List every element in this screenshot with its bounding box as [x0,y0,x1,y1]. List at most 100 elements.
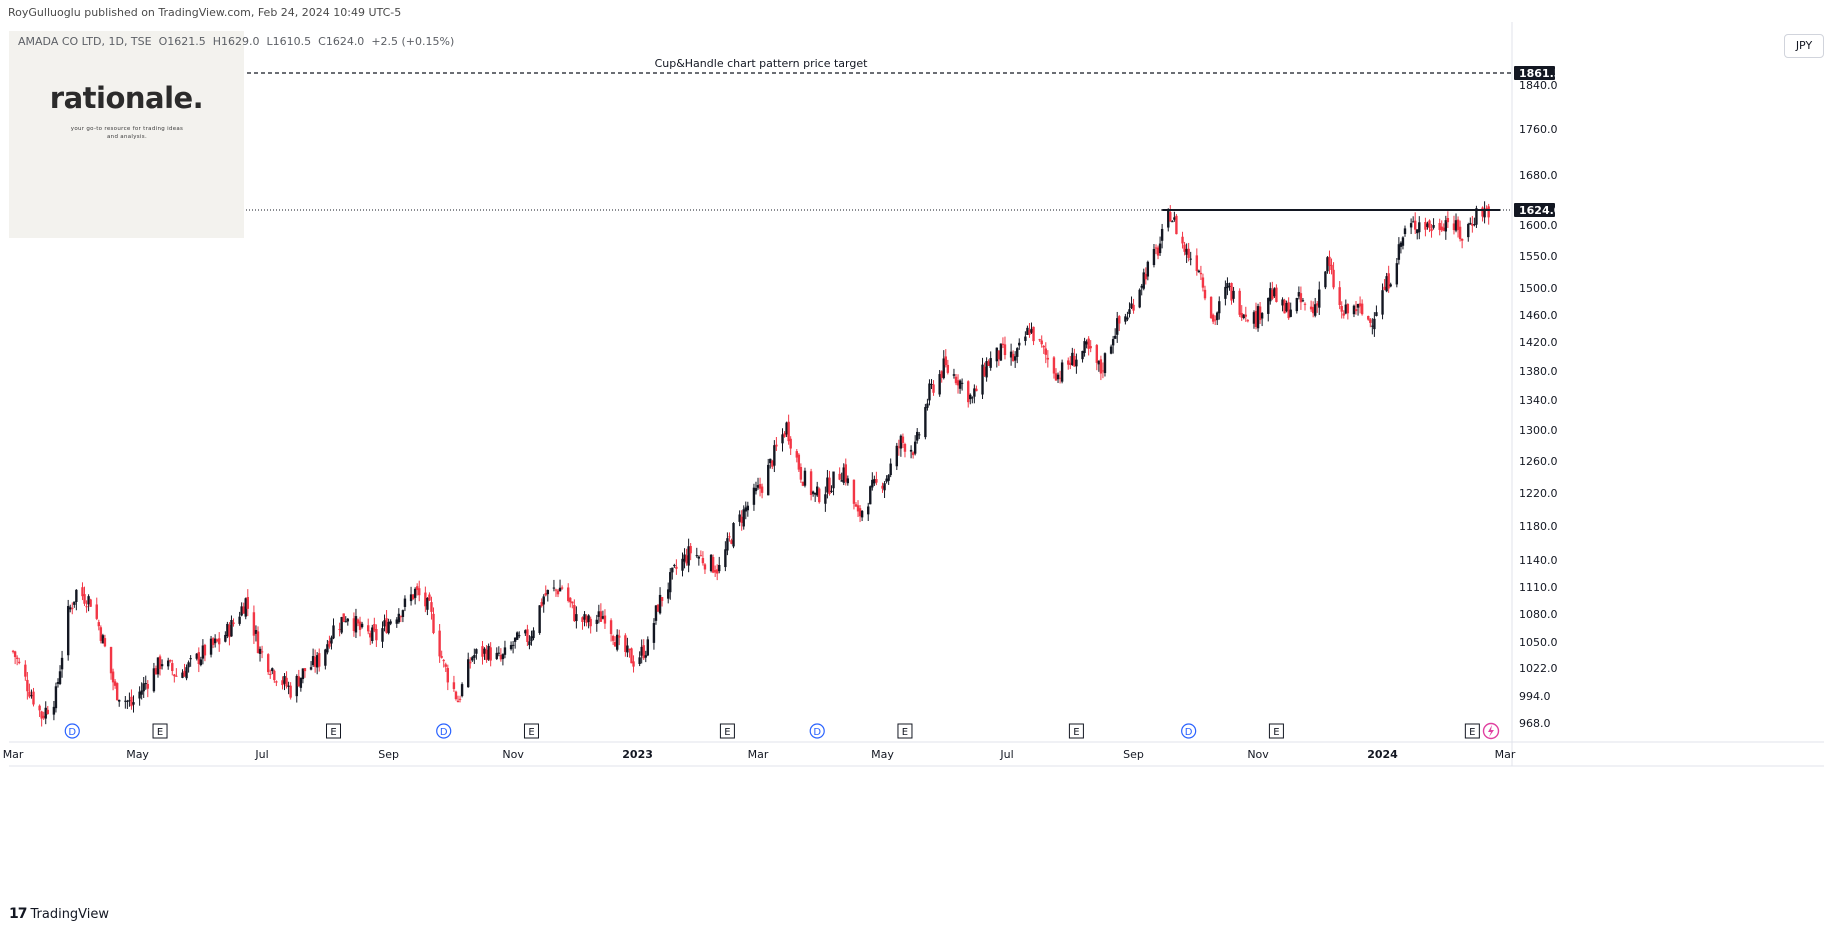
time-tick-label: Sep [1123,748,1144,761]
candle [897,439,901,456]
candle [924,403,927,440]
candle [11,649,15,654]
candle-body [175,675,178,677]
earnings-marker: E [326,723,342,739]
candle-body [609,620,613,634]
candle [728,532,731,542]
candle [13,650,17,665]
candle [499,648,503,662]
candle [1383,279,1386,291]
price-axis[interactable]: 968.0 994.0 1022.0 1050.0 1080.0 1110.0 1140.0… [1514,66,1562,730]
candle-body [171,663,174,672]
candle [1416,229,1419,240]
candle-body [1275,287,1278,302]
candle [1373,312,1376,337]
candle [458,695,462,703]
candle [909,445,913,459]
candle [46,705,49,715]
candle [581,616,584,630]
candle [1246,319,1250,323]
candle [197,647,201,673]
candle-body [1267,297,1270,314]
candle-body [1471,224,1474,226]
candle [887,474,890,485]
candle [244,597,247,620]
candle-body [844,464,847,482]
candle [258,646,262,662]
candle [211,637,215,649]
candle [456,695,460,703]
candle [601,610,605,620]
candle [1224,280,1227,306]
candle-body [75,589,78,602]
candle-body [538,605,541,634]
candle [981,357,984,400]
candle-body [842,467,845,483]
candle-body [940,371,943,378]
candle-body [1428,220,1431,229]
candle-body [46,709,49,714]
brand-watermark: rationale. your go-to resource for tradi… [9,31,244,238]
candle [583,611,586,627]
price-tick-label: 1050.0 [1519,636,1558,649]
candle [1171,220,1174,223]
candle [971,396,974,404]
candle [1211,313,1215,325]
candle [475,648,478,660]
candle [1173,211,1176,222]
candle [1244,306,1248,322]
candle-body [301,668,305,680]
candle [838,467,841,481]
currency-button[interactable]: JPY [1784,34,1824,58]
candle [224,631,227,643]
candle [1087,336,1090,356]
candle-body [83,594,86,604]
candle-body [632,661,635,667]
candle-body [1254,310,1258,327]
candle-body [683,554,686,562]
candle-body [183,670,186,677]
candle [1038,338,1041,342]
candle-body [960,382,964,384]
candle [183,663,186,677]
candle [330,635,333,650]
candle-body [266,654,270,673]
candle-body [515,632,519,640]
candle-body [1146,261,1150,277]
price-tick-label: 1180.0 [1519,520,1558,533]
candle [860,510,864,522]
candle-body [501,654,505,660]
candle-body [230,619,233,637]
candle [171,659,174,676]
candle [356,618,360,627]
candle-body [238,616,241,624]
candle-body [203,644,207,656]
candle [1252,310,1256,329]
candle [813,492,817,502]
candle-body [1044,348,1047,355]
candle [213,634,217,648]
candle [1387,265,1390,293]
candle-body [689,546,692,554]
candle [332,618,335,640]
candle-body [381,628,384,642]
tradingview-footer[interactable]: 17 TradingView [9,906,109,922]
candle-body [973,388,976,397]
candle-body [524,630,527,634]
time-axis[interactable]: Mar May Jul Sep Nov 2023 Mar May Jul Sep Nov 2024 Ma… [3,748,1516,761]
candle [124,696,127,709]
candle [489,642,492,667]
candle [756,477,760,490]
candle [781,428,784,452]
candle [709,554,713,573]
candle [901,433,905,449]
candle [101,633,105,644]
candle-body [128,700,131,702]
candle-body [730,540,733,544]
dividend-marker: D [809,723,825,739]
candle [1369,317,1372,328]
candle [1411,216,1415,223]
candle-body [803,470,807,486]
candle-body [1060,362,1064,382]
